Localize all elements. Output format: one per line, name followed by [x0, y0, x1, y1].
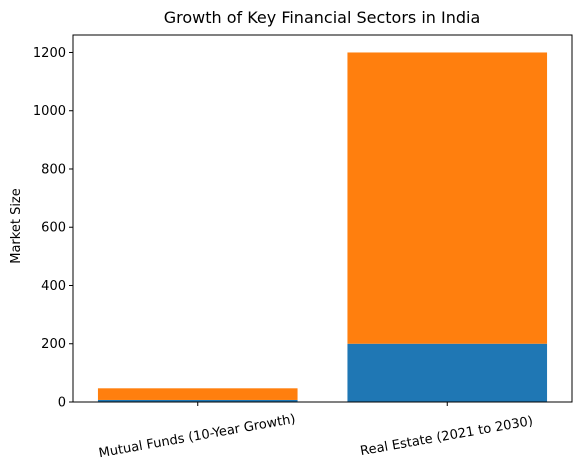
x-tick-label: Mutual Funds (10-Year Growth) — [98, 412, 297, 461]
chart-title: Growth of Key Financial Sectors in India — [164, 8, 481, 27]
x-axis: Mutual Funds (10-Year Growth) Real Estate… — [98, 402, 534, 461]
bars-group — [97, 52, 548, 402]
y-tick-label: 1200 — [33, 46, 66, 61]
bar-series2-category1 — [97, 388, 298, 400]
y-tick-label: 1000 — [33, 104, 66, 119]
bar-series2-category2 — [347, 52, 548, 344]
y-tick-label: 400 — [41, 279, 66, 294]
x-tick-label: Real Estate (2021 to 2030) — [359, 414, 534, 459]
y-tick-label: 200 — [41, 337, 66, 352]
y-tick-label: 0 — [58, 396, 66, 411]
y-tick-label: 800 — [41, 162, 66, 177]
y-axis-label: Market Size — [9, 188, 24, 264]
plot-frame — [72, 34, 573, 403]
y-tick-label: 600 — [41, 221, 66, 236]
bar-series1-category1 — [97, 399, 298, 402]
y-axis: 0 200 400 600 800 1000 1200 — [33, 46, 73, 411]
bar-series1-category2 — [347, 343, 548, 402]
